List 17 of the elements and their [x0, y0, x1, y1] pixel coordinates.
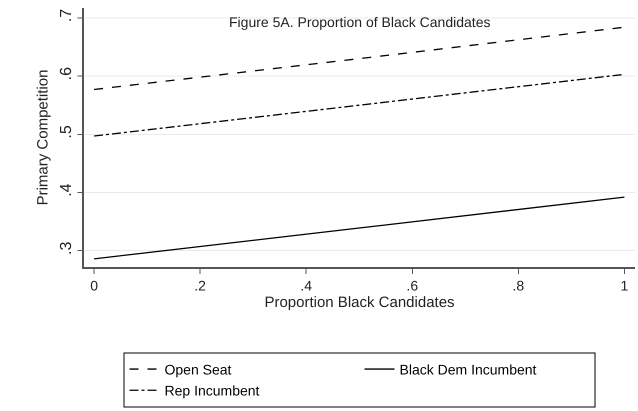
- x-tick-label: .6: [406, 278, 418, 294]
- legend-label: Black Dem Incumbent: [400, 362, 537, 378]
- y-tick-label: .4: [58, 183, 75, 197]
- legend-label: Open Seat: [164, 362, 232, 378]
- x-axis-title: Proportion Black Candidates: [264, 294, 455, 312]
- x-tick-label: .2: [194, 278, 206, 294]
- y-tick-label: .7: [58, 8, 75, 22]
- y-tick-label: .5: [58, 125, 75, 139]
- x-tick-label: 1: [620, 278, 628, 294]
- x-tick-label: .4: [300, 278, 312, 294]
- x-tick-label: 0: [90, 278, 98, 294]
- legend-label: Rep Incumbent: [164, 382, 260, 399]
- y-tick-label: .6: [58, 66, 75, 80]
- text: Figure 5A. Proportion of Black Candidates: [229, 14, 490, 30]
- x-tick-label: .8: [512, 278, 524, 294]
- y-axis-title: Primary Competition: [34, 70, 52, 206]
- y-tick-label: .3: [58, 242, 75, 255]
